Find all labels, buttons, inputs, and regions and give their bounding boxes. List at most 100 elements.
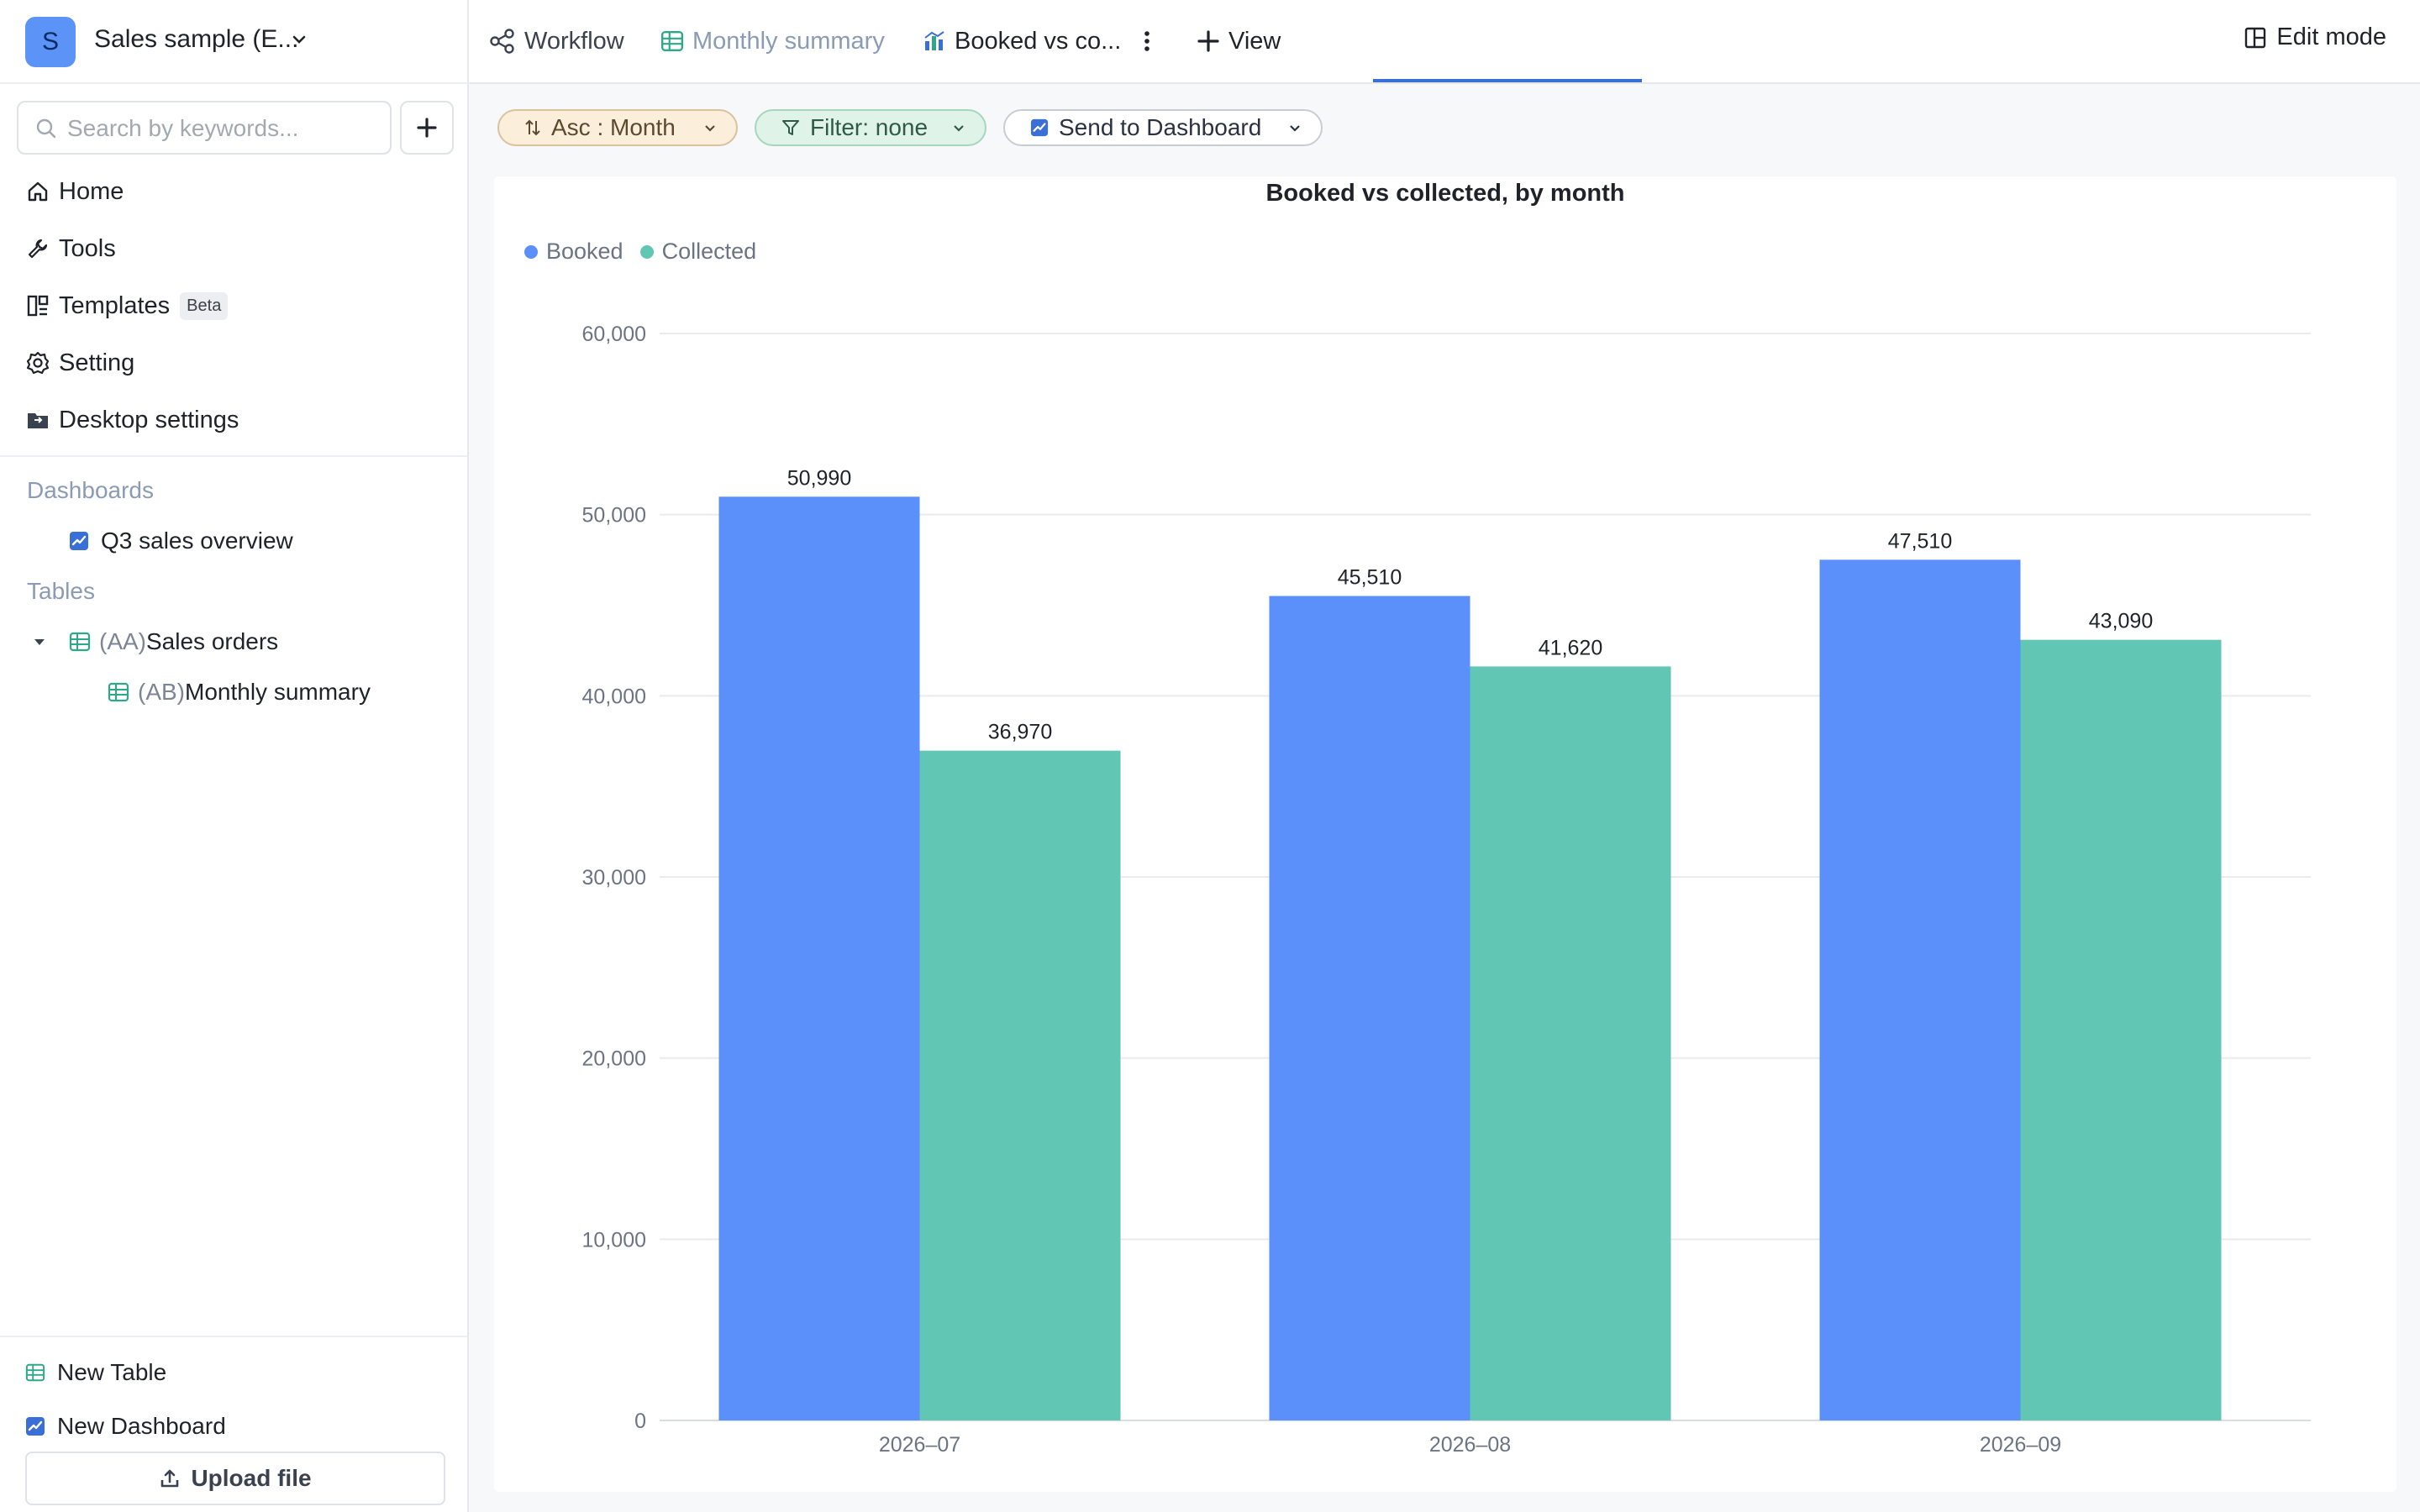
dashboard-item-q3-sales-overview[interactable]: Q3 sales overview [69, 522, 293, 559]
dashboard-icon [69, 531, 89, 551]
workspace-avatar[interactable]: S [25, 17, 76, 67]
send-to-dashboard-label: Send to Dashboard [1059, 114, 1262, 140]
table-icon [25, 1362, 45, 1383]
upload-file-button[interactable]: Upload file [25, 1452, 445, 1505]
filter-label: Filter: none [810, 114, 929, 140]
edit-mode-label: Edit mode [2276, 24, 2386, 50]
send-to-dashboard-button[interactable]: Send to Dashboard [1003, 109, 1323, 146]
home-icon [25, 179, 50, 204]
sort-button[interactable]: Asc : Month [497, 109, 738, 146]
tab-label: Workflow [524, 27, 624, 55]
sidebar-item-desktop-settings[interactable]: Desktop settings [25, 402, 239, 438]
data-label: 47,510 [1888, 529, 1952, 553]
filter-icon [782, 120, 799, 135]
templates-icon [25, 293, 50, 318]
bar-collected [2020, 639, 2222, 1420]
dashboard-icon [1030, 118, 1049, 137]
sidebar-item-setting[interactable]: Setting [25, 344, 134, 381]
sidebar: S Sales sample (E... Home Tools [0, 0, 469, 1512]
tab-monthly-summary[interactable]: Monthly summary [660, 0, 885, 82]
y-tick-label: 60,000 [582, 323, 646, 346]
tab-label: Monthly summary [692, 27, 885, 55]
workspace-header[interactable]: S Sales sample (E... [0, 0, 469, 84]
table-icon [660, 29, 684, 53]
table-icon [108, 681, 129, 703]
x-tick-label: 2026–07 [879, 1433, 960, 1457]
tab-label: Booked vs co... [955, 27, 1122, 55]
new-dashboard-button[interactable]: New Dashboard [25, 1408, 226, 1445]
bar-booked [1269, 596, 1470, 1420]
tab-workflow[interactable]: Workflow [489, 0, 624, 82]
table-item-sales-orders[interactable]: (AA) Sales orders [32, 623, 278, 660]
y-tick-label: 30,000 [582, 866, 646, 890]
tab-booked-vs-collected[interactable]: Booked vs co... [923, 0, 1151, 82]
y-tick-label: 50,000 [582, 504, 646, 528]
sidebar-item-tools[interactable]: Tools [25, 230, 116, 267]
bottom-divider [0, 1336, 467, 1337]
add-button[interactable] [400, 101, 454, 155]
data-label: 50,990 [787, 466, 851, 490]
edit-mode-button[interactable]: Edit mode [2244, 24, 2386, 51]
x-tick-label: 2026–08 [1429, 1433, 1511, 1457]
table-prefix: (AA) [99, 628, 146, 654]
table-icon [69, 631, 91, 653]
y-tick-label: 40,000 [582, 685, 646, 708]
caret-down-icon[interactable] [32, 634, 47, 649]
wrench-icon [25, 236, 50, 261]
legend-swatch [524, 244, 538, 259]
search-icon [36, 118, 56, 139]
chevron-down-icon [705, 125, 715, 132]
upload-icon [161, 1469, 179, 1488]
y-tick-label: 0 [634, 1410, 646, 1433]
y-tick-label: 10,000 [582, 1228, 646, 1252]
dashboard-item-label: Q3 sales overview [101, 528, 293, 554]
x-tick-label: 2026–09 [1980, 1433, 2061, 1457]
data-label: 41,620 [1539, 636, 1602, 659]
add-view-label: View [1228, 27, 1281, 55]
table-item-label: Sales orders [146, 628, 279, 654]
bar-booked [1819, 559, 2021, 1420]
new-dashboard-label: New Dashboard [57, 1413, 226, 1439]
plus-icon [417, 118, 437, 138]
table-prefix: (AB) [138, 679, 185, 705]
data-label: 36,970 [988, 721, 1052, 744]
filter-button[interactable]: Filter: none [755, 109, 986, 146]
upload-file-label: Upload file [191, 1465, 312, 1491]
legend-label: Booked [546, 239, 623, 264]
sort-label: Asc : Month [551, 114, 676, 140]
chart-legend: Booked Collected [524, 239, 756, 265]
legend-item-booked[interactable]: Booked [524, 239, 623, 265]
workspace-name[interactable]: Sales sample (E... [94, 25, 299, 53]
sort-icon [525, 119, 540, 136]
sidebar-item-label: Templates [59, 291, 171, 319]
gear-icon [25, 350, 50, 375]
plus-icon [1197, 29, 1220, 53]
search-input[interactable] [67, 113, 378, 144]
beta-badge: Beta [180, 291, 229, 320]
add-view-button[interactable]: View [1197, 0, 1281, 82]
bar-booked [718, 496, 920, 1420]
legend-label: Collected [661, 239, 757, 264]
dashboards-section-label: Dashboards [27, 477, 154, 503]
new-table-button[interactable]: New Table [25, 1354, 166, 1391]
sidebar-item-label: Home [59, 177, 124, 205]
table-item-monthly-summary[interactable]: (AB) Monthly summary [108, 674, 371, 711]
legend-item-collected[interactable]: Collected [639, 239, 757, 265]
more-vertical-icon[interactable] [1143, 29, 1151, 53]
chevron-down-icon[interactable] [290, 30, 308, 53]
sidebar-item-label: Setting [59, 349, 135, 376]
active-tab-indicator [1373, 79, 1642, 82]
sidebar-item-templates[interactable]: Templates Beta [25, 287, 229, 324]
y-tick-label: 20,000 [582, 1047, 646, 1071]
chart-icon [923, 29, 946, 53]
sidebar-item-home[interactable]: Home [25, 173, 124, 210]
workflow-icon [489, 28, 516, 55]
tables-section-label: Tables [27, 578, 95, 604]
chevron-down-icon [954, 125, 964, 132]
desktop-folder-icon [25, 407, 50, 433]
chevron-down-icon [1290, 125, 1300, 132]
data-label: 43,090 [2089, 610, 2153, 633]
search-box[interactable] [17, 101, 392, 155]
bar-collected [1470, 666, 1671, 1420]
